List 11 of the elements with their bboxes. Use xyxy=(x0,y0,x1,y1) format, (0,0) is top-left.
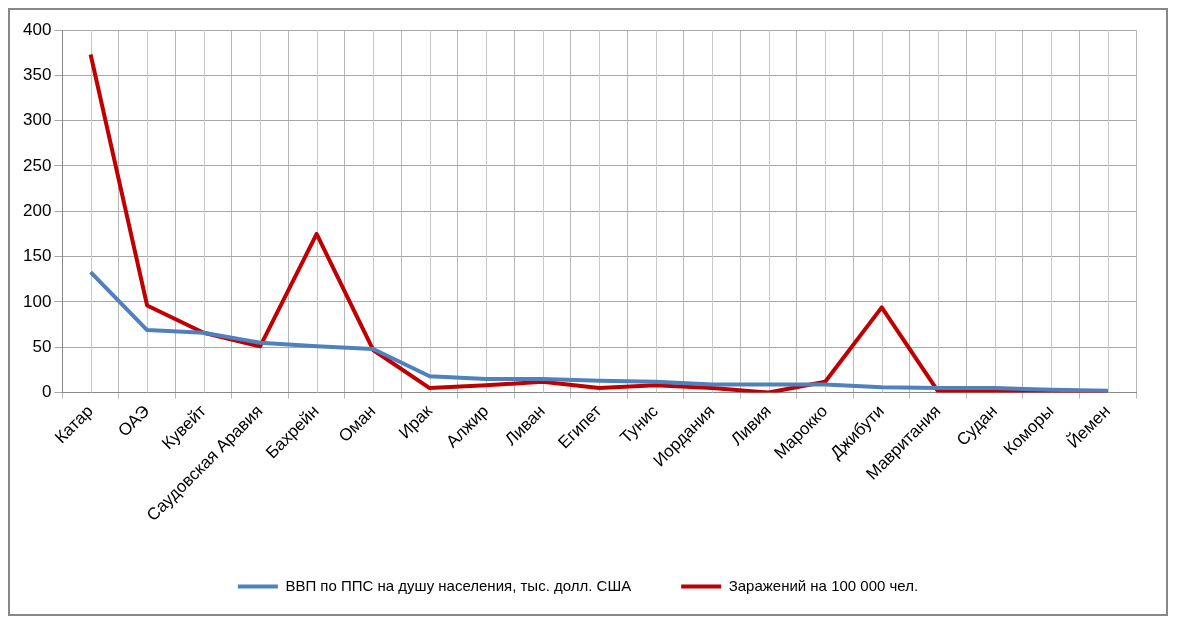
y-tick-label: 150 xyxy=(22,246,52,266)
y-tick-label: 250 xyxy=(22,155,52,175)
y-tick-label: 400 xyxy=(22,19,52,39)
y-tick-label: 0 xyxy=(41,382,52,402)
y-tick-label: 100 xyxy=(22,291,52,311)
y-tick-label: 350 xyxy=(22,65,52,85)
y-tick-label: 200 xyxy=(22,200,52,220)
y-tick-label: 50 xyxy=(32,336,52,356)
legend-label: ВВП по ППС на душу населения, тыс. долл. США xyxy=(285,576,632,594)
y-tick-label: 300 xyxy=(22,110,52,130)
legend-label: Заражений на 100 000 чел. xyxy=(728,576,919,594)
